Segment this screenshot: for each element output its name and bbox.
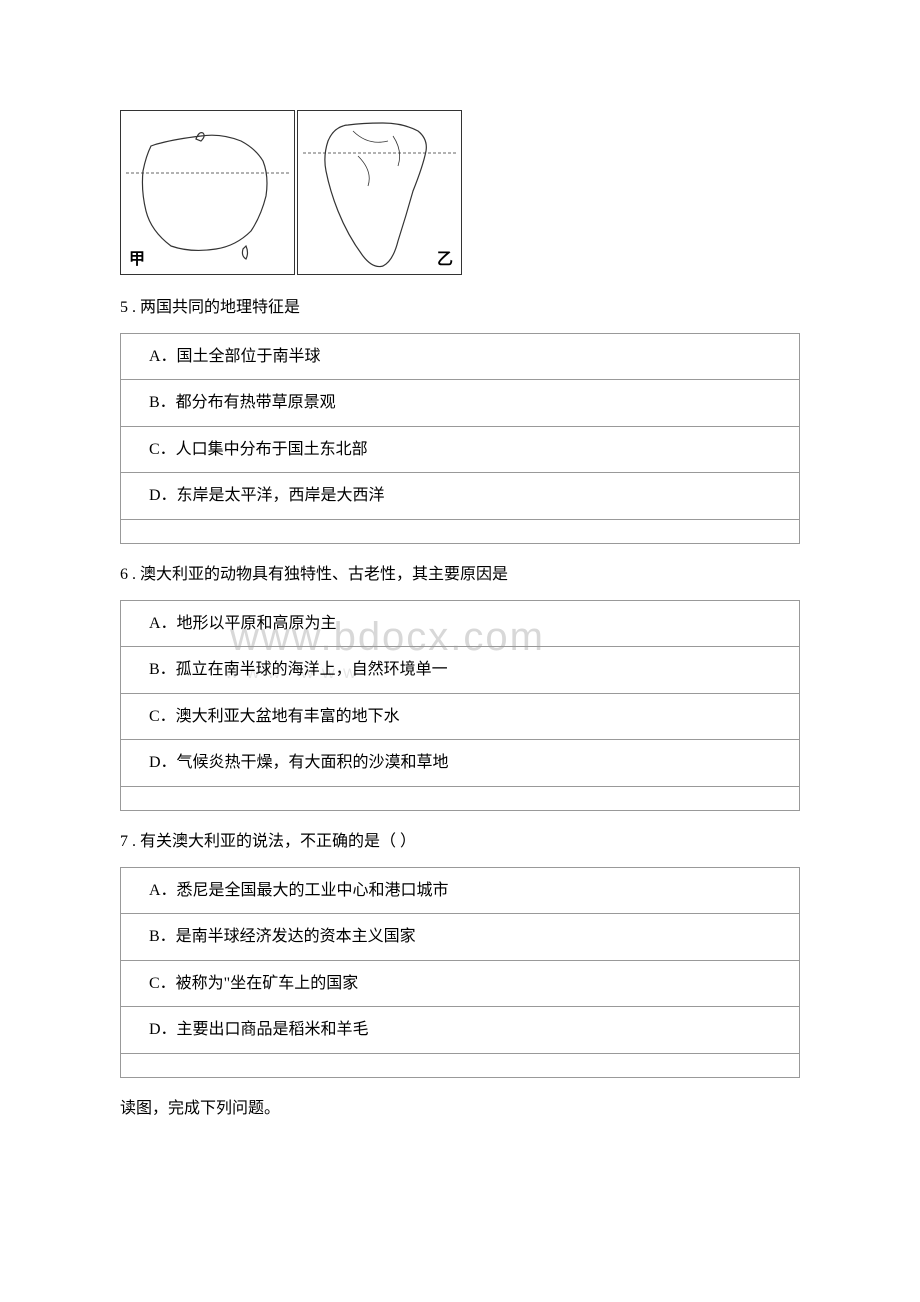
question-5-stem: 两国共同的地理特征是 — [140, 299, 300, 316]
option-5c: C．人口集中分布于国土东北部 — [121, 427, 799, 474]
option-7a: A．悉尼是全国最大的工业中心和港口城市 — [121, 868, 799, 915]
empty-row-5 — [121, 520, 799, 544]
question-7-stem: 有关澳大利亚的说法，不正确的是（ ） — [140, 833, 416, 850]
australia-outline-icon — [121, 111, 296, 276]
question-5-text: 5 . 两国共同的地理特征是 — [120, 295, 800, 321]
option-6d: D．气候炎热干燥，有大面积的沙漠和草地 — [121, 740, 799, 787]
question-6-options: A．地形以平原和高原为主 B．孤立在南半球的海洋上，自然环境单一 C．澳大利亚大… — [120, 600, 800, 811]
option-5d: D．东岸是太平洋，西岸是大西洋 — [121, 473, 799, 520]
option-5a: A．国土全部位于南半球 — [121, 334, 799, 381]
map-australia: 甲 — [120, 110, 295, 275]
option-7d: D．主要出口商品是稻米和羊毛 — [121, 1007, 799, 1054]
empty-row-6 — [121, 787, 799, 811]
question-7-number: 7 — [120, 833, 128, 850]
question-6-number: 6 — [120, 566, 128, 583]
option-7b: B．是南半球经济发达的资本主义国家 — [121, 914, 799, 961]
question-7-text: 7 . 有关澳大利亚的说法，不正确的是（ ） — [120, 829, 800, 855]
option-6a: A．地形以平原和高原为主 — [121, 601, 799, 648]
option-6b: B．孤立在南半球的海洋上，自然环境单一 — [121, 647, 799, 694]
option-5b: B．都分布有热带草原景观 — [121, 380, 799, 427]
map-label-left: 甲 — [129, 245, 145, 269]
option-7c: C．被称为"坐在矿车上的国家 — [121, 961, 799, 1008]
question-7-options: A．悉尼是全国最大的工业中心和港口城市 B．是南半球经济发达的资本主义国家 C．… — [120, 867, 800, 1078]
question-5-number: 5 — [120, 299, 128, 316]
maps-container: 甲 乙 — [120, 110, 800, 275]
map-south-america: 乙 — [297, 110, 462, 275]
reading-prompt: 读图，完成下列问题。 — [120, 1096, 800, 1122]
question-6-stem: 澳大利亚的动物具有独特性、古老性，其主要原因是 — [140, 566, 508, 583]
option-6c: C．澳大利亚大盆地有丰富的地下水 — [121, 694, 799, 741]
map-label-right: 乙 — [437, 245, 453, 269]
question-6-text: 6 . 澳大利亚的动物具有独特性、古老性，其主要原因是 — [120, 562, 800, 588]
question-5-options: A．国土全部位于南半球 B．都分布有热带草原景观 C．人口集中分布于国土东北部 … — [120, 333, 800, 544]
empty-row-7 — [121, 1054, 799, 1078]
